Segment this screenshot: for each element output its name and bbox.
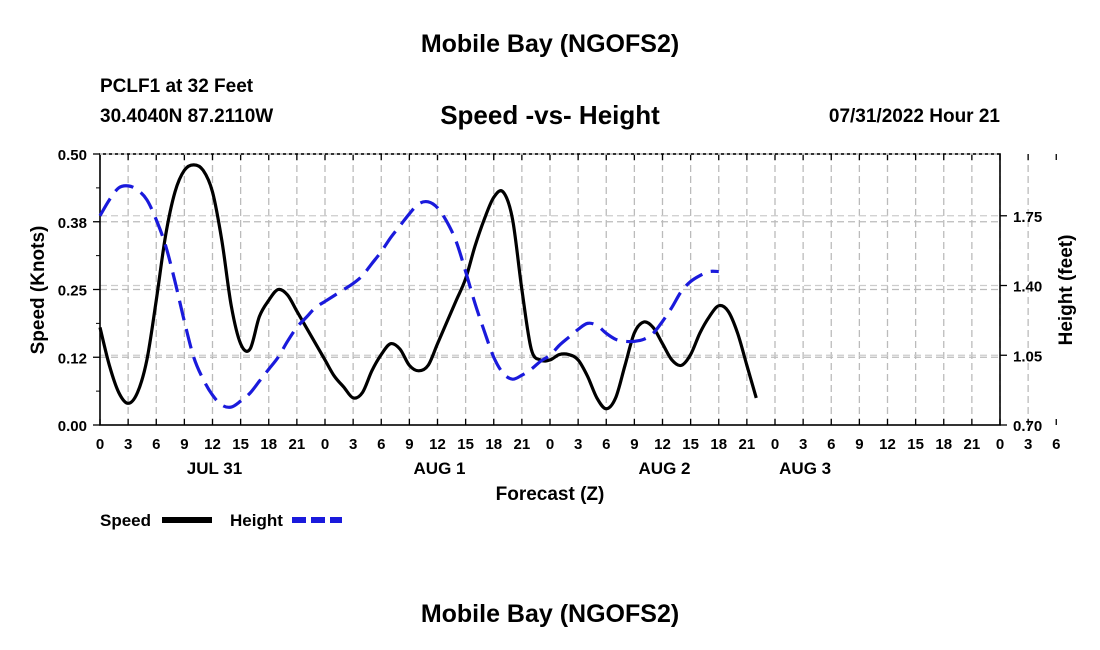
x-tick-label: 12	[429, 436, 446, 453]
x-tick-label: 15	[232, 436, 249, 453]
y2-tick-label: 1.75	[1013, 209, 1042, 226]
x-tick-label: 3	[349, 436, 357, 453]
height-series-line	[98, 184, 719, 409]
day-label: AUG 1	[414, 459, 466, 478]
height-legend-label: Height	[230, 511, 283, 530]
station-label: PCLF1 at 32 Feet	[100, 76, 254, 97]
x-tick-label: 6	[377, 436, 385, 453]
x-tick-label: 12	[654, 436, 671, 453]
x-tick-label: 0	[771, 436, 779, 453]
x-tick-label: 6	[602, 436, 610, 453]
station-coordinates: 30.4040N 87.2110W	[100, 106, 274, 127]
y2-axis-title: Height (feet)	[1056, 235, 1077, 346]
x-tick-label: 9	[180, 436, 188, 453]
x-tick-label: 6	[152, 436, 160, 453]
speed-series-line	[98, 163, 758, 411]
x-tick-label: 3	[1024, 436, 1032, 453]
y-tick-label: 0.38	[58, 215, 87, 232]
x-tick-label: 9	[630, 436, 638, 453]
x-tick-label: 18	[935, 436, 952, 453]
x-tick-label: 15	[457, 436, 474, 453]
y-tick-label: 0.25	[58, 283, 87, 300]
x-tick-label: 9	[855, 436, 863, 453]
x-tick-label: 12	[879, 436, 896, 453]
x-tick-label: 3	[574, 436, 582, 453]
x-tick-label: 18	[485, 436, 502, 453]
x-tick-label: 3	[799, 436, 807, 453]
day-label: AUG 2	[639, 459, 691, 478]
x-tick-label: 12	[204, 436, 221, 453]
x-axis-title: Forecast (Z)	[496, 484, 605, 505]
chart-main-title: Mobile Bay (NGOFS2)	[420, 30, 680, 58]
y-tick-label: 0.12	[58, 350, 87, 367]
y-axis-title: Speed (Knots)	[28, 226, 49, 355]
x-tick-label: 0	[96, 436, 104, 453]
x-tick-label: 9	[405, 436, 413, 453]
footer-chart-title: Mobile Bay (NGOFS2)	[420, 600, 680, 628]
x-tick-label: 6	[1052, 436, 1060, 453]
forecast-timestamp: 07/31/2022 Hour 21	[828, 106, 1000, 127]
chart-subtitle: Speed -vs- Height	[440, 100, 660, 130]
x-tick-label: 21	[289, 436, 306, 453]
y2-tick-label: 1.40	[1013, 279, 1042, 296]
speed-legend-label: Speed	[100, 511, 151, 530]
day-label: AUG 3	[779, 459, 831, 478]
x-tick-label: 0	[321, 436, 329, 453]
day-label: JUL 31	[187, 459, 242, 478]
x-tick-label: 6	[827, 436, 835, 453]
x-tick-label: 0	[546, 436, 554, 453]
x-tick-label: 18	[260, 436, 277, 453]
x-tick-label: 15	[907, 436, 924, 453]
x-tick-label: 15	[682, 436, 699, 453]
x-tick-label: 3	[124, 436, 132, 453]
speed-height-chart: 0 3 6 9 12 15 18 21 0 3 6 9 12 15 18 21 0 3 6 9 12 15 18 21 0 3 6 9…	[28, 147, 1077, 530]
x-tick-label: 0	[996, 436, 1004, 453]
x-tick-label: 21	[514, 436, 531, 453]
y2-tick-label: 0.70	[1013, 418, 1042, 435]
x-tick-label: 21	[739, 436, 756, 453]
y-tick-label: 0.50	[58, 147, 87, 164]
x-tick-label: 18	[710, 436, 727, 453]
y2-tick-label: 1.05	[1013, 348, 1042, 365]
y-tick-label: 0.00	[58, 418, 87, 435]
x-tick-label: 21	[964, 436, 981, 453]
